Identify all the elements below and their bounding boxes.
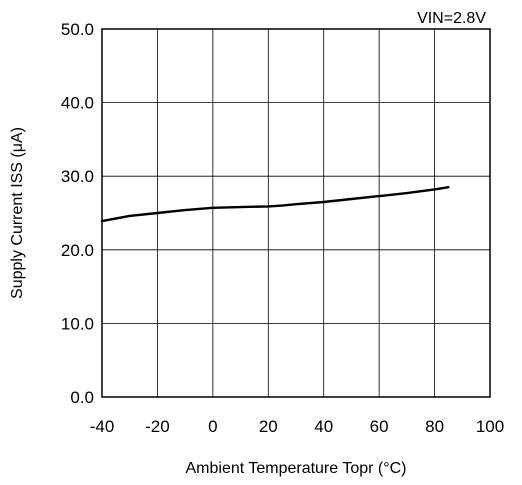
- y-tick-label: 50.0: [61, 20, 94, 39]
- y-tick-label: 0.0: [70, 388, 94, 407]
- x-tick-label: -20: [145, 417, 170, 436]
- x-tick-label: 40: [314, 417, 333, 436]
- x-tick-label: 100: [476, 417, 504, 436]
- y-tick-label: 10.0: [61, 314, 94, 333]
- grid-layer: [102, 29, 490, 397]
- x-tick-label: 20: [259, 417, 278, 436]
- y-tick-label: 20.0: [61, 241, 94, 260]
- x-tick-label: 0: [208, 417, 217, 436]
- x-axis-title: Ambient Temperature Topr (°C): [185, 460, 406, 477]
- series-layer: [100, 185, 450, 223]
- y-tick-label: 30.0: [61, 167, 94, 186]
- plot-frame: [101, 28, 491, 398]
- series-line: [100, 185, 450, 223]
- x-tick-label: 80: [425, 417, 444, 436]
- y-tick-label: 40.0: [61, 94, 94, 113]
- condition-annotation: VIN=2.8V: [417, 10, 486, 27]
- x-tick-label: 60: [370, 417, 389, 436]
- x-tick-label: -40: [90, 417, 115, 436]
- y-axis-title: Supply Current ISS (μA): [9, 127, 26, 299]
- tick-layer: -40 -20 0 20 40 60 80 100 0.0 10.0 20.0 30.0 40.0 50.…: [61, 20, 504, 436]
